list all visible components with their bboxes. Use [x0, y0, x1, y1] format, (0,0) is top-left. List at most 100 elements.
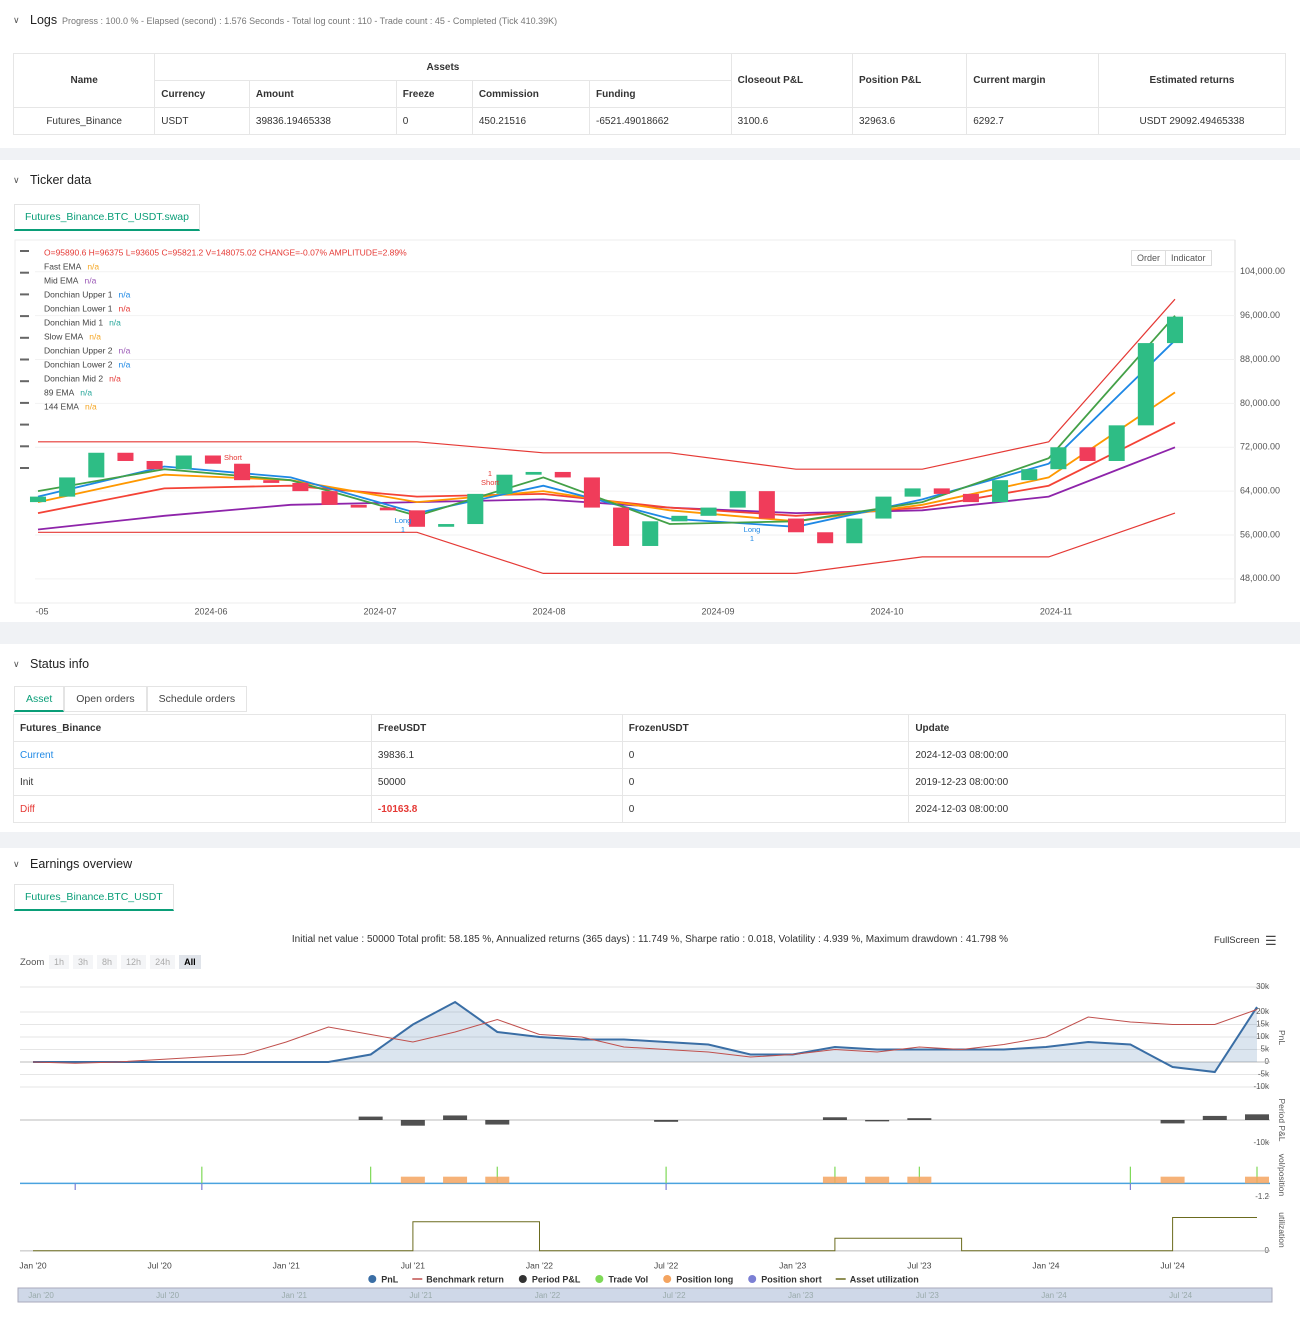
- legend-value: n/a: [87, 261, 99, 271]
- cell: 450.21516: [471, 107, 591, 135]
- bar: [358, 1116, 383, 1120]
- tool-icon: [20, 467, 29, 469]
- cell: 32963.6: [851, 107, 968, 135]
- indicator-line: [37, 446, 1176, 531]
- y-tick-label: 64,000.00: [1240, 486, 1280, 496]
- candle: [1166, 316, 1184, 344]
- navigator-label: Jul '22: [663, 1291, 686, 1300]
- legend-label: Benchmark return: [426, 1274, 504, 1284]
- column-header: Amount: [248, 80, 397, 108]
- bar: [865, 1120, 890, 1122]
- divider: [0, 148, 1300, 160]
- y-tick-label: 5k: [1261, 1045, 1270, 1054]
- axis-title: utilization: [1277, 1212, 1287, 1248]
- legend-value: n/a: [109, 317, 121, 327]
- section-title: Status info: [30, 657, 90, 671]
- candle: [204, 455, 221, 464]
- y-tick-label: 72,000.00: [1240, 442, 1280, 452]
- cell: Current: [13, 741, 372, 769]
- tool-icon: [20, 271, 29, 274]
- column-header: FrozenUSDT: [621, 714, 910, 742]
- signal-label: Long: [395, 516, 412, 525]
- indicator-button[interactable]: Indicator: [1165, 250, 1212, 266]
- candle: [234, 463, 251, 481]
- zoom-button[interactable]: All: [179, 955, 201, 969]
- cell: 0: [621, 768, 910, 796]
- candle: [613, 507, 630, 546]
- y-tick-label: 10k: [1256, 1032, 1270, 1041]
- legend-label: Donchian Lower 1: [44, 303, 113, 313]
- column-header: Closeout P&L: [730, 53, 854, 108]
- candle: [671, 515, 688, 522]
- legend-label: 89 EMA: [44, 387, 75, 397]
- legend-value: n/a: [119, 359, 131, 369]
- navigator-label: Jan '21: [281, 1291, 307, 1300]
- fullscreen-button[interactable]: FullScreen: [1214, 935, 1260, 946]
- zoom-button[interactable]: 24h: [150, 955, 176, 969]
- header-row: Name Assets Closeout P&L Position P&L Curren…: [12, 53, 1287, 108]
- candle: [1137, 343, 1154, 426]
- legend-label: Fast EMA: [44, 261, 82, 271]
- zoom-button[interactable]: 12h: [121, 955, 147, 969]
- x-tick-label: 2024-06: [194, 606, 227, 616]
- order-button[interactable]: Order: [1131, 250, 1167, 266]
- legend-value: n/a: [119, 303, 131, 313]
- column-header: Commission: [471, 80, 591, 108]
- legend-marker: [748, 1275, 757, 1283]
- bar: [400, 1120, 425, 1126]
- x-tick-label: -05: [35, 606, 48, 616]
- pnl-area: [33, 1002, 1257, 1072]
- zoom-buttons: 1h 3h 8h 12h 24h All: [49, 955, 201, 969]
- candle: [554, 471, 571, 478]
- candle: [846, 518, 863, 544]
- tool-icon: [20, 358, 29, 361]
- candle: [933, 488, 950, 494]
- x-tick-label: Jan '20: [19, 1260, 46, 1270]
- collapse-icon[interactable]: ∨: [13, 15, 20, 25]
- collapse-icon[interactable]: ∨: [13, 175, 20, 185]
- tab[interactable]: Schedule orders: [146, 686, 248, 712]
- candle: [59, 477, 76, 497]
- collapse-icon[interactable]: ∨: [13, 659, 20, 669]
- legend-label: Trade Vol: [608, 1274, 648, 1284]
- cell: 39836.19465338: [248, 107, 397, 135]
- legend-label: Donchian Upper 1: [44, 289, 113, 299]
- menu-icon[interactable]: ☰: [1265, 933, 1277, 948]
- tab[interactable]: Futures_Binance.BTC_USDT: [14, 884, 174, 911]
- axis-title: Period P&L: [1277, 1099, 1287, 1142]
- legend-label: PnL: [381, 1274, 399, 1284]
- ohlc-info: O=95890.6 H=96375 L=93605 C=95821.2 V=14…: [44, 247, 407, 257]
- column-header: Funding: [589, 80, 732, 108]
- x-tick-label: Jan '22: [526, 1260, 553, 1270]
- tab[interactable]: Asset: [14, 686, 65, 712]
- axis-title: vol/position: [1277, 1154, 1287, 1197]
- group-header: Assets: [154, 53, 732, 81]
- x-tick-label: Jul '21: [401, 1260, 426, 1270]
- y-tick-label: 20k: [1256, 1007, 1270, 1016]
- y-tick-label: 48,000.00: [1240, 573, 1280, 583]
- tool-icon: [20, 423, 29, 426]
- tab[interactable]: Open orders: [64, 686, 147, 712]
- zoom-button[interactable]: 1h: [49, 955, 70, 969]
- navigator-label: Jul '24: [1169, 1291, 1192, 1300]
- column-header: Current margin: [966, 53, 1099, 108]
- indicator-line: [38, 512, 1176, 574]
- bar: [485, 1176, 510, 1184]
- tool-icon: [20, 380, 29, 383]
- column-header: Freeze: [395, 80, 473, 108]
- cell: 2024-12-03 08:00:00: [908, 795, 1286, 823]
- zoom-button[interactable]: 3h: [73, 955, 94, 969]
- navigator-label: Jul '20: [156, 1291, 179, 1300]
- collapse-icon[interactable]: ∨: [13, 859, 20, 869]
- assets-table: Name Assets Closeout P&L Position P&L Curren…: [12, 53, 1287, 135]
- bar: [907, 1118, 932, 1120]
- navigator-label: Jul '21: [409, 1291, 432, 1300]
- zoom-button[interactable]: 8h: [97, 955, 118, 969]
- series-line: [32, 1009, 1258, 1064]
- navigator-label: Jul '23: [916, 1291, 939, 1300]
- legend-value: n/a: [85, 401, 97, 411]
- legend-value: n/a: [109, 373, 121, 383]
- candle: [408, 510, 426, 527]
- tab[interactable]: Futures_Binance.BTC_USDT.swap: [14, 204, 200, 231]
- legend-value: n/a: [80, 387, 92, 397]
